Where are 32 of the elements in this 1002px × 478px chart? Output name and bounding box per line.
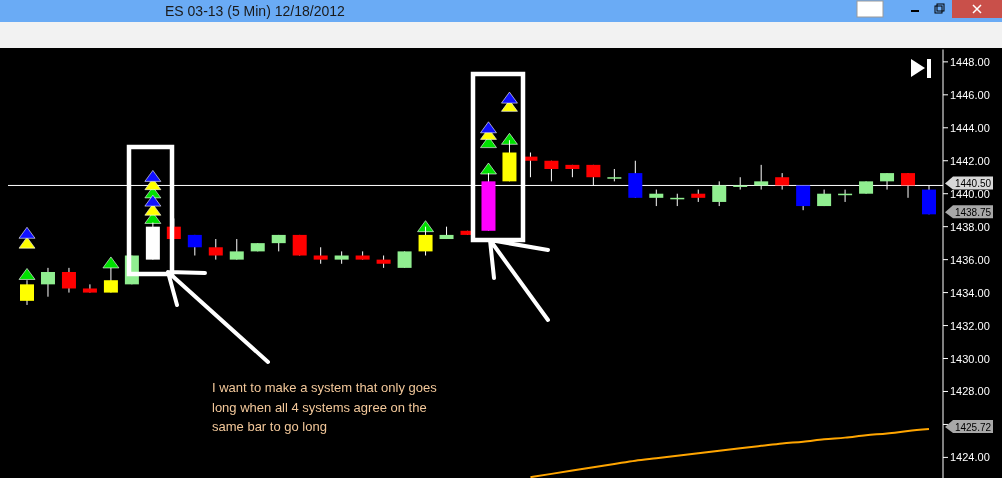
y-tick-label: 1428.00 xyxy=(950,385,990,398)
point xyxy=(480,162,497,175)
y-tick-label: 1436.00 xyxy=(950,253,990,266)
y-tick-label: 1444.00 xyxy=(950,121,990,134)
candlestick xyxy=(208,238,223,261)
y-tick-label: 1424.00 xyxy=(950,451,990,464)
y-tick-label: 1430.00 xyxy=(950,352,990,365)
y-tick-label: 1438.00 xyxy=(950,220,990,233)
chart-title: ES 03-13 (5 Min) 12/18/2012 xyxy=(165,3,345,19)
annotation: I want to make a system that only goes long when all 4 systems agree on the same bar to go long xyxy=(212,380,438,434)
point xyxy=(102,256,120,269)
point xyxy=(18,236,36,249)
y-tick-label: 1448.00 xyxy=(950,55,990,68)
y-tick-label: 1434.00 xyxy=(950,286,990,299)
y-tick-label: 1440.00 xyxy=(950,187,990,200)
ref-line-label: 1440.50 xyxy=(954,178,992,190)
point xyxy=(480,121,497,134)
y-tick-label: 1432.00 xyxy=(950,319,990,332)
point xyxy=(18,226,36,239)
text: 1438.75 xyxy=(954,207,992,219)
text: 1425.72 xyxy=(954,422,992,434)
y-tick-label: 1446.00 xyxy=(950,88,990,101)
point xyxy=(501,133,518,145)
candlestick xyxy=(61,267,76,294)
candlestick xyxy=(229,238,244,261)
point xyxy=(417,220,434,232)
y-tick-label: 1442.00 xyxy=(950,154,990,167)
candlestick xyxy=(40,267,55,298)
point xyxy=(501,91,518,104)
point xyxy=(144,194,162,207)
line-series xyxy=(529,428,930,478)
candlestick xyxy=(82,283,97,294)
